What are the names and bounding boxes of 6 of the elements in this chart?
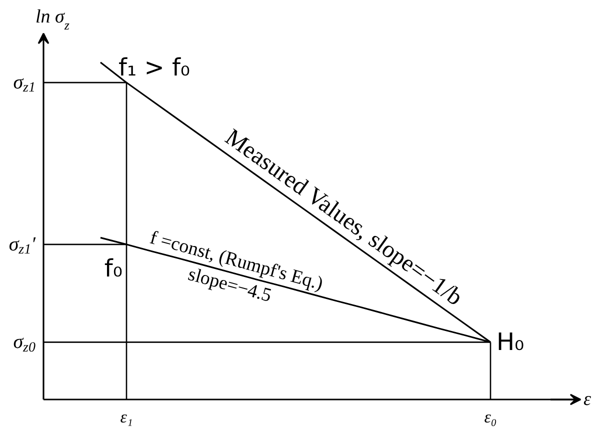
x-axis-title: ε — [584, 389, 592, 410]
x-tick-label: ε₀ — [484, 408, 497, 426]
x-tick-label: ε₁ — [120, 408, 133, 426]
annotation: f₁ > f₀ — [118, 54, 190, 82]
annotation: H₀ — [496, 328, 524, 356]
annotation: f₀ — [104, 254, 122, 282]
